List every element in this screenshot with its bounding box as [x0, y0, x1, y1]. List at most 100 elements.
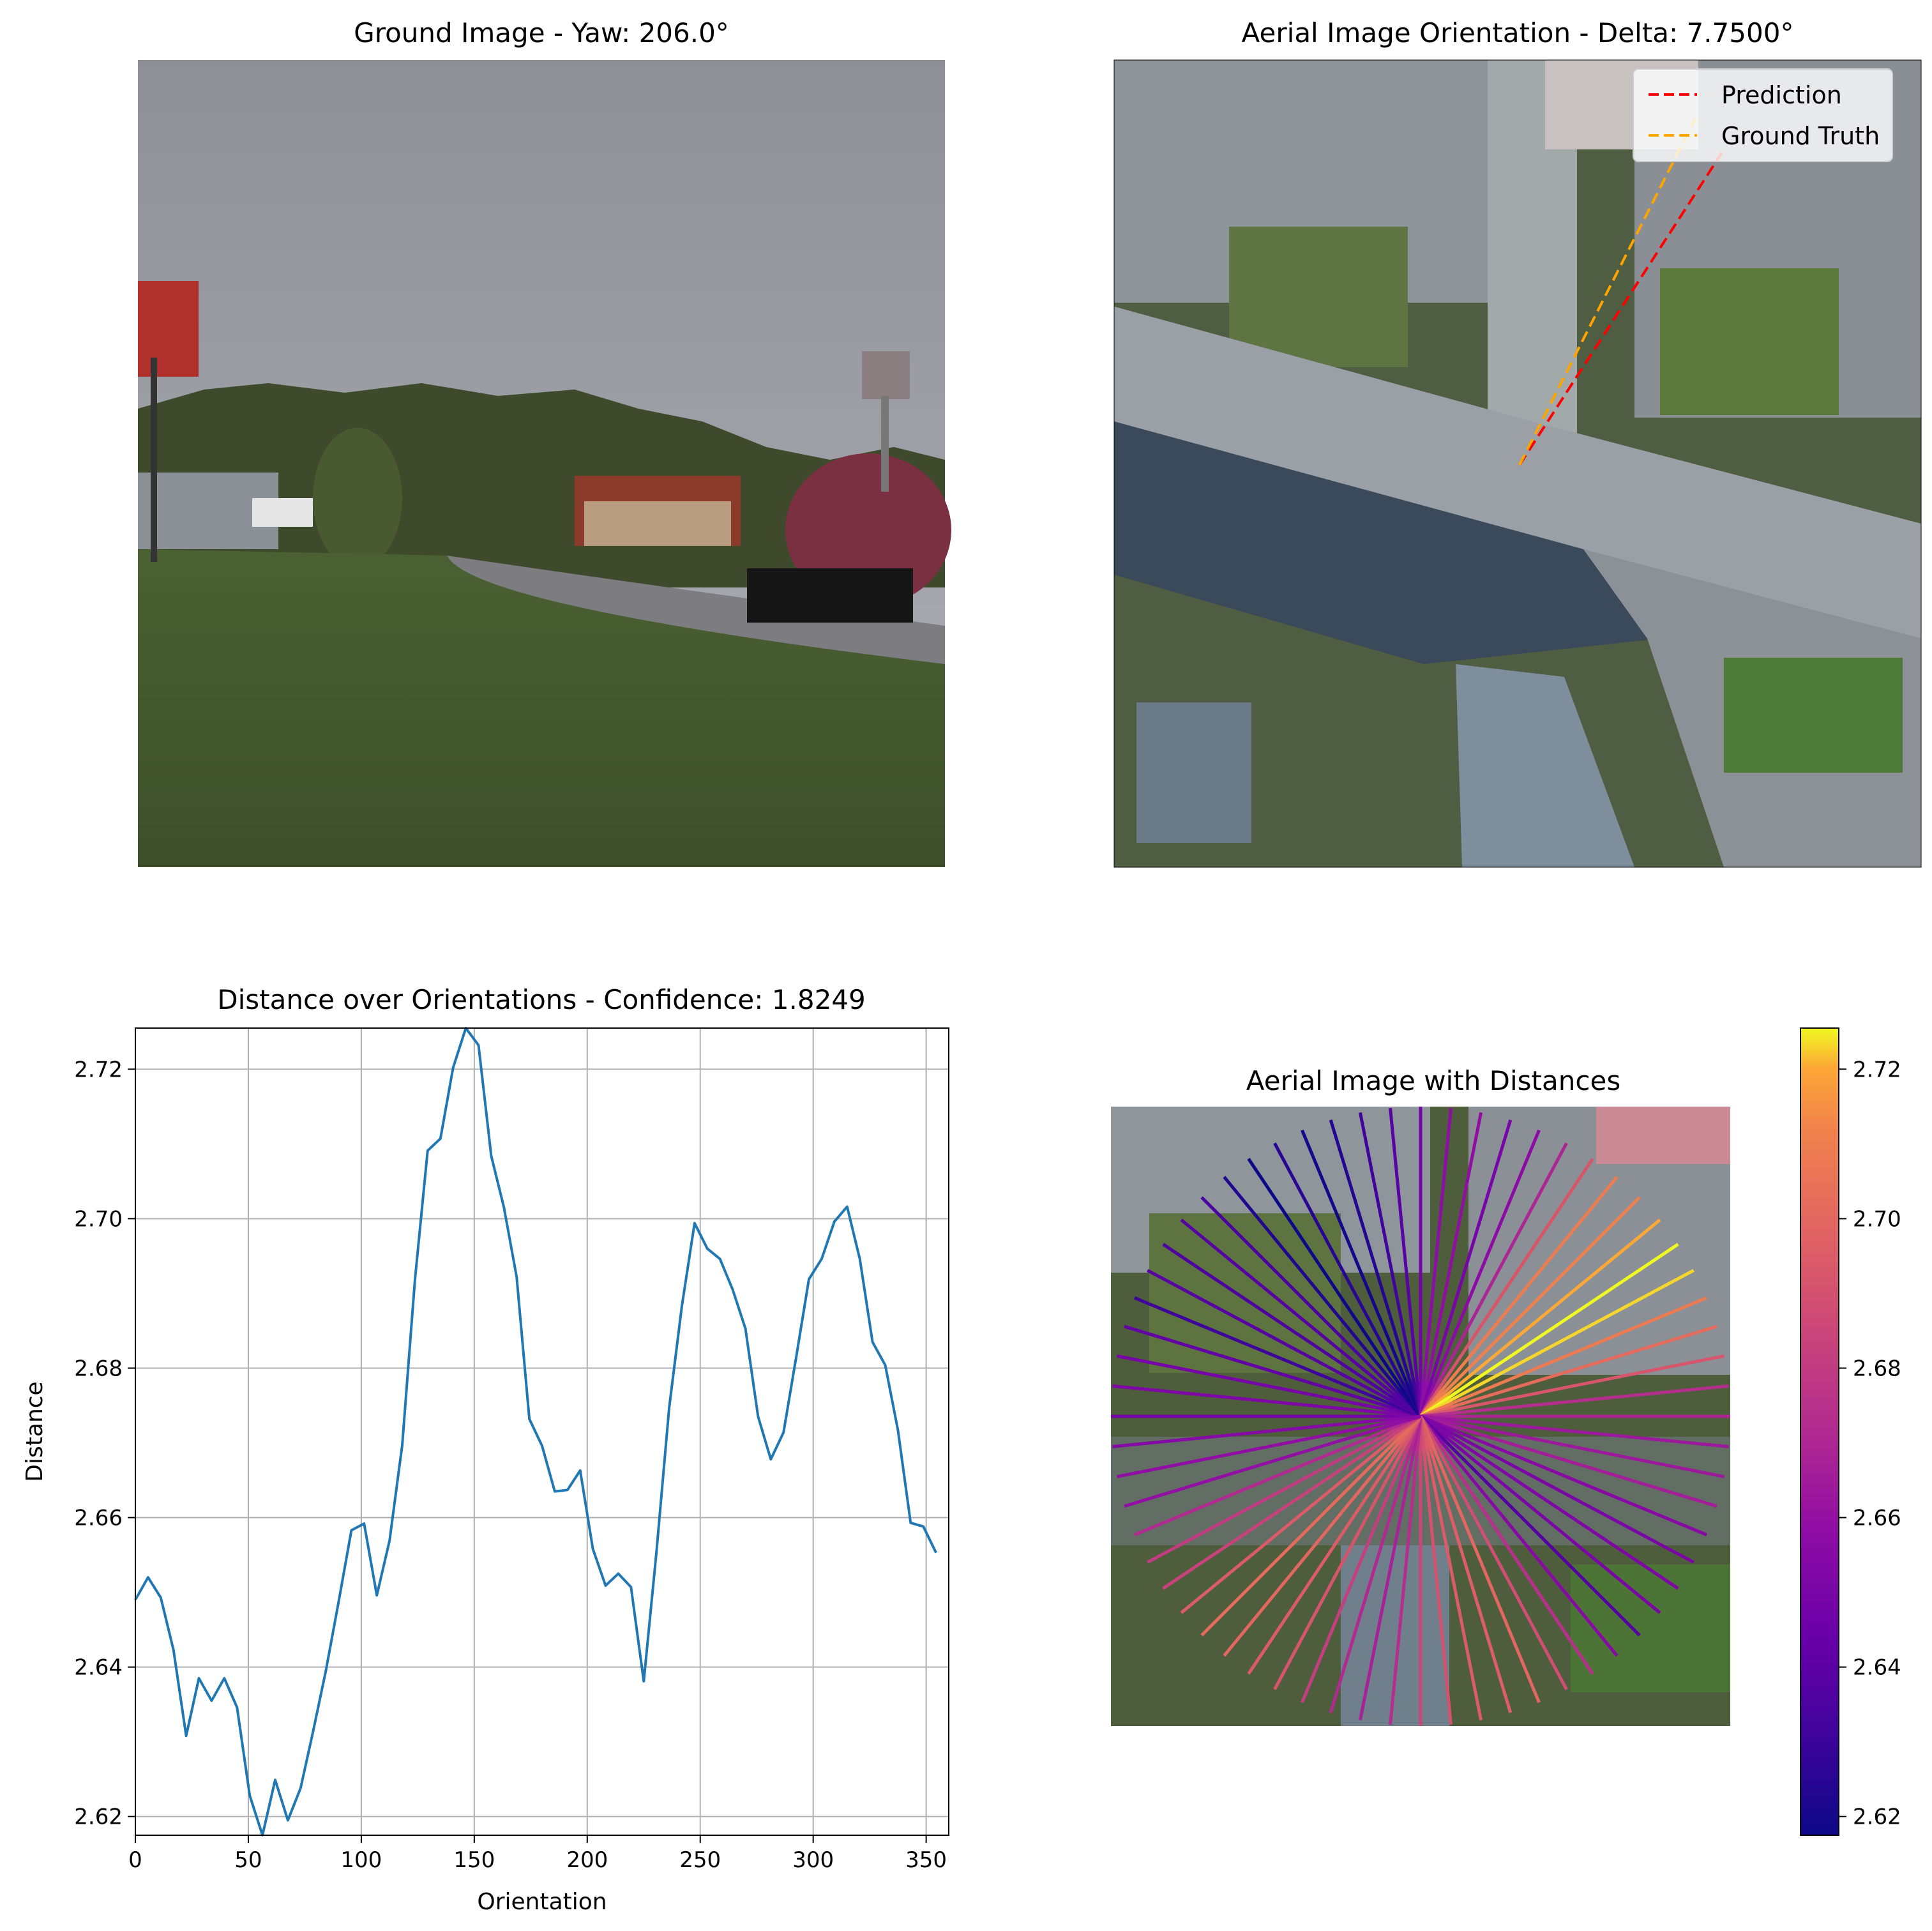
distance-ray	[1200, 1196, 1422, 1418]
distance-ray	[1301, 1129, 1423, 1417]
distance-ray	[1116, 1414, 1421, 1479]
distance-ray	[1419, 1416, 1453, 1725]
distance-ray	[1162, 1414, 1422, 1590]
distance-ray	[1419, 1158, 1594, 1418]
aerial-orientation-title: Aerial Image Orientation - Delta: 7.7500…	[1242, 17, 1794, 49]
distance-ray	[1420, 1414, 1729, 1448]
distance-ray	[1419, 1269, 1694, 1418]
y-tick-label: 2.62	[74, 1805, 123, 1830]
distance-ray	[1419, 1218, 1661, 1418]
aerial-distances-title: Aerial Image with Distances	[1246, 1065, 1620, 1096]
x-tick-label: 250	[679, 1847, 721, 1873]
colorbar-tick-label: 2.64	[1853, 1655, 1901, 1681]
distance-ray	[1419, 1119, 1513, 1417]
distance-ray	[1273, 1142, 1423, 1418]
ground-truth-line	[1518, 118, 1696, 466]
distance-ray	[1329, 1119, 1423, 1417]
distance-ray	[1247, 1415, 1423, 1675]
distance-ray	[1133, 1414, 1421, 1536]
x-tick-label: 200	[566, 1847, 608, 1873]
distance-ray	[1419, 1416, 1483, 1721]
x-axis-ticks: 0 50 100 150 200 250 300 350	[128, 1835, 947, 1873]
plot-area	[135, 1028, 949, 1835]
distance-ray	[1358, 1416, 1423, 1721]
prediction-line	[1518, 151, 1723, 466]
distance-rays	[1111, 1107, 1730, 1726]
distance-ray	[1124, 1414, 1421, 1508]
colorbar-gradient	[1800, 1027, 1839, 1836]
distance-ray	[1273, 1415, 1423, 1690]
x-tick-label: 50	[234, 1847, 262, 1873]
distance-ray	[1116, 1354, 1421, 1418]
orientation-legend: Prediction Ground Truth	[1633, 68, 1893, 162]
distance-ray	[1147, 1269, 1422, 1418]
x-tick-label: 0	[128, 1847, 142, 1873]
distance-ray	[1419, 1129, 1541, 1417]
colorbar-tick-label: 2.62	[1853, 1805, 1901, 1830]
distance-ray	[1112, 1414, 1421, 1448]
distance-ray	[1180, 1415, 1422, 1614]
distance-ray	[1420, 1414, 1717, 1508]
y-gridlines	[135, 1068, 949, 1817]
distance-ray	[1223, 1415, 1422, 1657]
distance-ray	[1419, 1415, 1619, 1657]
distance-ray	[1419, 1142, 1568, 1418]
colorbar: 2.62 2.64 2.66 2.68 2.70 2.72	[1800, 1027, 1901, 1836]
distance-ray	[1420, 1296, 1708, 1418]
y-tick-label: 2.66	[74, 1506, 123, 1531]
legend-prediction-label: Prediction	[1721, 81, 1842, 109]
colorbar-tick-label: 2.68	[1853, 1356, 1901, 1382]
distance-ray	[1419, 1416, 1513, 1713]
distance-ray	[1301, 1416, 1423, 1704]
y-tick-label: 2.64	[74, 1655, 123, 1681]
distance-ray	[1419, 1415, 1568, 1690]
distance-ray	[1358, 1112, 1423, 1417]
distance-ray	[1419, 1414, 1694, 1564]
line-chart-title: Distance over Orientations - Confidence:…	[217, 984, 865, 1015]
distance-ray	[1247, 1158, 1423, 1418]
x-tick-label: 300	[792, 1847, 834, 1873]
plot-frame	[135, 1027, 949, 1836]
x-axis-label: Orientation	[477, 1889, 607, 1915]
distance-ray	[1419, 1196, 1641, 1418]
x-tick-label: 100	[340, 1847, 382, 1873]
distance-ray	[1112, 1384, 1421, 1418]
colorbar-tick-label: 2.70	[1853, 1206, 1901, 1232]
colorbar-tick-label: 2.72	[1853, 1057, 1901, 1082]
distance-ray	[1147, 1414, 1422, 1564]
distance-ray	[1389, 1416, 1423, 1725]
distance-ray	[1419, 1243, 1679, 1418]
distance-ray	[1223, 1176, 1422, 1418]
distance-ray	[1389, 1108, 1423, 1417]
series-line	[134, 1027, 937, 1836]
distance-ray	[1419, 1112, 1483, 1417]
distance-ray	[1419, 1415, 1594, 1675]
distance-ray	[1133, 1296, 1421, 1418]
x-tick-label: 350	[905, 1847, 947, 1873]
ground-panel-title: Ground Image - Yaw: 206.0°	[354, 17, 729, 49]
aerial-photo	[1114, 60, 1921, 867]
distance-ray	[1420, 1414, 1725, 1479]
aerial-frame	[1113, 59, 1922, 868]
line-chart: 0 50 100 150 200 250 300 350 2.622.642.662.682.…	[22, 1027, 949, 1915]
distance-ray	[1162, 1243, 1422, 1418]
y-axis-label: Distance	[22, 1381, 48, 1481]
distance-ray	[1419, 1414, 1679, 1590]
y-tick-label: 2.72	[74, 1057, 123, 1082]
distance-ray	[1419, 1108, 1453, 1417]
distance-ray	[1420, 1384, 1729, 1418]
distance-ray	[1329, 1416, 1423, 1713]
distance-ray	[1420, 1324, 1717, 1418]
y-axis-ticks: 2.62 2.64 2.66 2.68 2.70 2.72	[74, 1057, 135, 1830]
y-tick-label: 2.70	[74, 1206, 123, 1232]
distance-ray	[1419, 1176, 1619, 1418]
legend-ground-truth-label: Ground Truth	[1721, 122, 1880, 150]
y-tick-label: 2.68	[74, 1356, 123, 1382]
colorbar-ticks: 2.62 2.64 2.66 2.68 2.70 2.72	[1839, 1057, 1901, 1830]
distance-ray	[1124, 1324, 1421, 1418]
colorbar-tick-label: 2.66	[1853, 1506, 1901, 1531]
distance-ray	[1420, 1354, 1725, 1418]
distance-ray	[1180, 1218, 1422, 1418]
distance-ray	[1420, 1414, 1708, 1536]
